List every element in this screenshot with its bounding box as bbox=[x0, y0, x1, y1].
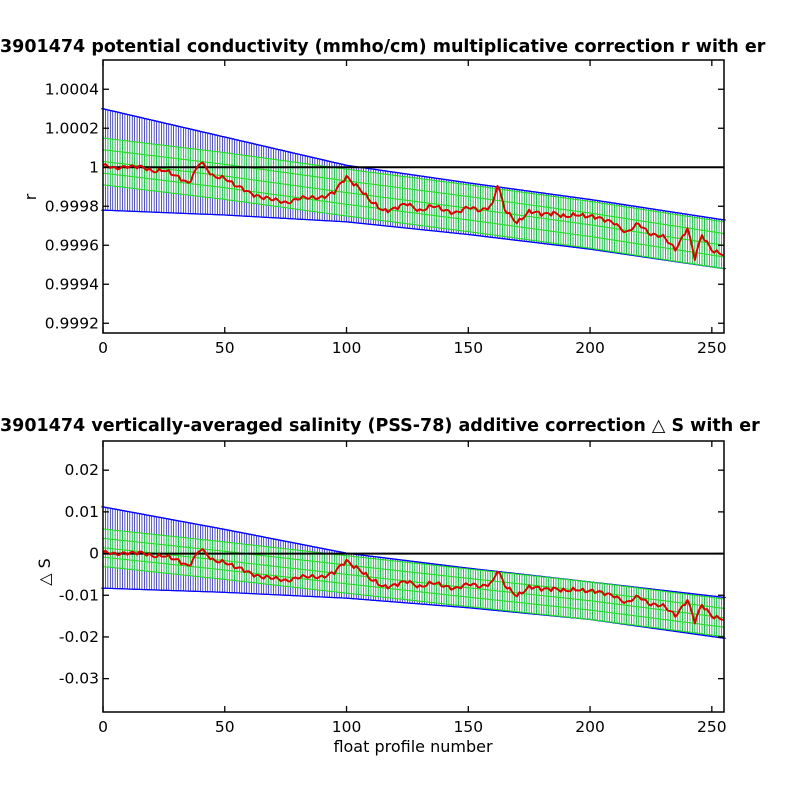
fit-line bbox=[102, 547, 725, 619]
fit-line bbox=[102, 149, 725, 235]
fit-line bbox=[102, 160, 725, 246]
fit-line bbox=[102, 537, 725, 609]
band-upper-edge bbox=[102, 108, 725, 221]
estimate-line bbox=[102, 548, 725, 625]
x-axis-label: float profile number bbox=[333, 737, 493, 756]
y-tick-label: 0.9996 bbox=[45, 236, 99, 254]
x-tick-label: 0 bbox=[98, 339, 108, 357]
fit-band-green bbox=[102, 138, 725, 269]
x-tick-label: 100 bbox=[332, 339, 362, 357]
chart-title: 3901474 potential conductivity (mmho/cm)… bbox=[0, 37, 766, 57]
band-lower-edge bbox=[103, 209, 725, 270]
x-tick-label: 200 bbox=[575, 718, 605, 736]
band-lower-edge bbox=[102, 587, 725, 639]
x-tick-label: 50 bbox=[215, 339, 235, 357]
y-tick-label: 1.0004 bbox=[45, 80, 99, 98]
fit-line bbox=[102, 137, 725, 223]
chart-title: 3901474 vertically-averaged salinity (PS… bbox=[0, 416, 760, 436]
y-tick-label: 0.9994 bbox=[45, 275, 99, 293]
y-tick-label: -0.01 bbox=[59, 586, 99, 604]
y-tick-label: -0.03 bbox=[59, 670, 99, 688]
error-bars-blue bbox=[101, 108, 726, 270]
fit-line bbox=[102, 556, 725, 628]
correction-r-panel: 3901474 potential conductivity (mmho/cm)… bbox=[0, 37, 766, 357]
y-tick-label: 1.0002 bbox=[45, 119, 99, 137]
x-tick-label: 0 bbox=[98, 718, 108, 736]
y-tick-label: 0.9992 bbox=[45, 314, 99, 332]
y-axis-label: △ S bbox=[35, 558, 54, 586]
fit-line bbox=[102, 528, 725, 600]
x-tick-label: 100 bbox=[332, 718, 362, 736]
x-tick-label: 50 bbox=[215, 718, 235, 736]
x-tick-label: 150 bbox=[453, 339, 483, 357]
y-tick-label: -0.02 bbox=[59, 628, 99, 646]
x-tick-label: 250 bbox=[697, 339, 727, 357]
fit-line bbox=[102, 172, 725, 258]
y-tick-label: 0.9998 bbox=[45, 197, 99, 215]
x-tick-label: 200 bbox=[575, 339, 605, 357]
fit-line bbox=[102, 565, 725, 638]
y-axis-label: r bbox=[21, 193, 40, 200]
axes-frame bbox=[102, 59, 725, 334]
salinity-correction-panel: 3901474 vertically-averaged salinity (PS… bbox=[0, 416, 760, 756]
estimate-line bbox=[102, 161, 725, 262]
y-tick-label: 1 bbox=[89, 158, 99, 176]
y-tick-label: 0 bbox=[89, 545, 99, 563]
axes-frame bbox=[102, 440, 725, 713]
x-tick-label: 250 bbox=[697, 718, 727, 736]
y-tick-label: 0.01 bbox=[64, 503, 99, 521]
y-tick-label: 0.02 bbox=[64, 461, 99, 479]
fit-line bbox=[102, 184, 725, 270]
x-tick-label: 150 bbox=[453, 718, 483, 736]
